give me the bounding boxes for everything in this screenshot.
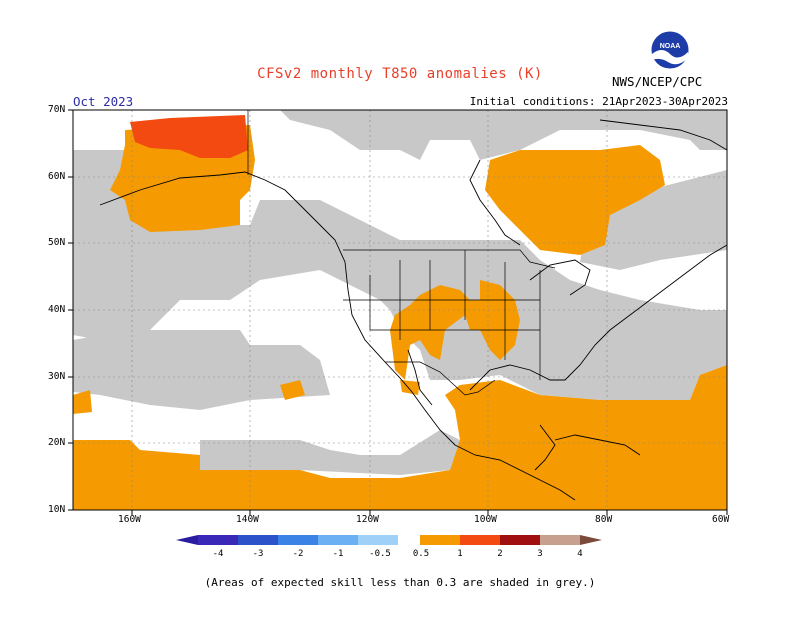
colorbar-label: 1 xyxy=(457,549,462,559)
agency-label: NWS/NCEP/CPC xyxy=(612,74,703,89)
colorbar: -4 -3 -2 -1 -0.5 0.5 1 2 3 4 xyxy=(176,535,602,559)
lat-label: 10N xyxy=(48,504,66,515)
colorbar-swatch xyxy=(460,535,500,545)
borders xyxy=(247,110,556,396)
orange-canada-east xyxy=(485,145,665,255)
lat-label: 50N xyxy=(48,237,66,248)
colorbar-swatch xyxy=(500,535,540,545)
initial-conditions: Initial conditions: 21Apr2023-30Apr2023 xyxy=(469,95,728,108)
colorbar-label: 2 xyxy=(497,549,502,559)
lon-label: 140W xyxy=(236,514,259,525)
colorbar-swatch xyxy=(238,535,278,545)
colorbar-label: 0.5 xyxy=(413,549,429,559)
lon-label: 100W xyxy=(474,514,497,525)
colorbar-label: -4 xyxy=(213,549,224,559)
colorbar-label: 4 xyxy=(577,549,582,559)
grey-region-main xyxy=(73,110,727,400)
skill-note: (Areas of expected skill less than 0.3 a… xyxy=(204,576,596,589)
valid-month: Oct 2023 xyxy=(73,94,134,109)
colorbar-arrow-right xyxy=(580,535,602,545)
lat-label: 20N xyxy=(48,437,66,448)
colorbar-label: -1 xyxy=(333,549,344,559)
lat-label: 70N xyxy=(48,104,66,115)
colorbar-label: -3 xyxy=(253,549,264,559)
colorbar-swatch xyxy=(318,535,358,545)
lat-label: 30N xyxy=(48,371,66,382)
lat-label: 60N xyxy=(48,171,66,182)
colorbar-label: 3 xyxy=(537,549,542,559)
colorbar-swatch xyxy=(398,535,420,545)
coastlines xyxy=(99,119,727,501)
orange-tropics xyxy=(73,365,727,510)
lon-label: 80W xyxy=(595,514,613,525)
lat-label: 40N xyxy=(48,304,66,315)
colorbar-label: -0.5 xyxy=(369,549,391,559)
lon-label: 60W xyxy=(712,514,730,525)
colorbar-label: -2 xyxy=(293,549,304,559)
colorbar-swatch xyxy=(420,535,460,545)
anomaly-shading xyxy=(73,110,727,510)
colorbar-swatch xyxy=(198,535,238,545)
colorbar-arrow-left xyxy=(176,535,198,545)
red-alaska-north xyxy=(130,115,248,158)
svg-text:NOAA: NOAA xyxy=(660,43,681,50)
grey-region-atlantic xyxy=(580,170,727,270)
lon-label: 120W xyxy=(356,514,379,525)
map-title: CFSv2 monthly T850 anomalies (K) xyxy=(257,66,543,82)
noaa-logo-icon: NOAA xyxy=(650,30,690,70)
colorbar-swatch xyxy=(358,535,398,545)
colorbar-swatch xyxy=(540,535,580,545)
lon-label: 160W xyxy=(118,514,141,525)
grey-region-pacific-band xyxy=(73,330,460,475)
colorbar-swatch xyxy=(278,535,318,545)
orange-southwest-us xyxy=(390,280,520,380)
axis-ticks xyxy=(68,109,728,515)
